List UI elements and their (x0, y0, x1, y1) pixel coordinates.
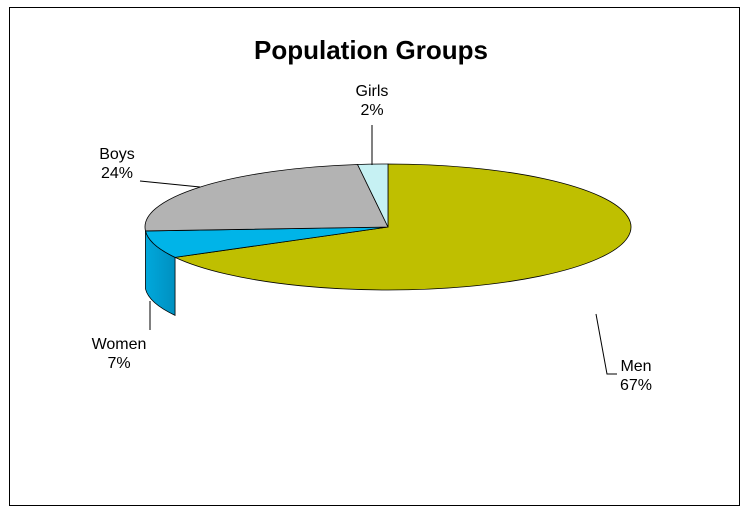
slice-percent-men: 67% (620, 377, 652, 394)
pie-slice-girls (356, 163, 389, 228)
leader-line-boys (139, 180, 201, 188)
pie-slice-men (173, 163, 632, 291)
chart-title: Population Groups (254, 35, 488, 65)
slice-label-men: Men (620, 358, 651, 375)
pie-slice-women (144, 226, 389, 258)
slice-percent-women: 7% (107, 355, 130, 372)
pie-slice-boys (144, 164, 389, 232)
slice-percent-girls: 2% (360, 102, 383, 119)
slice-label-girls: Girls (356, 83, 389, 100)
slice-label-boys: Boys (99, 146, 135, 163)
slice-percent-boys: 24% (101, 165, 133, 182)
slice-label-women: Women (92, 336, 147, 353)
leader-line-men (595, 313, 617, 375)
